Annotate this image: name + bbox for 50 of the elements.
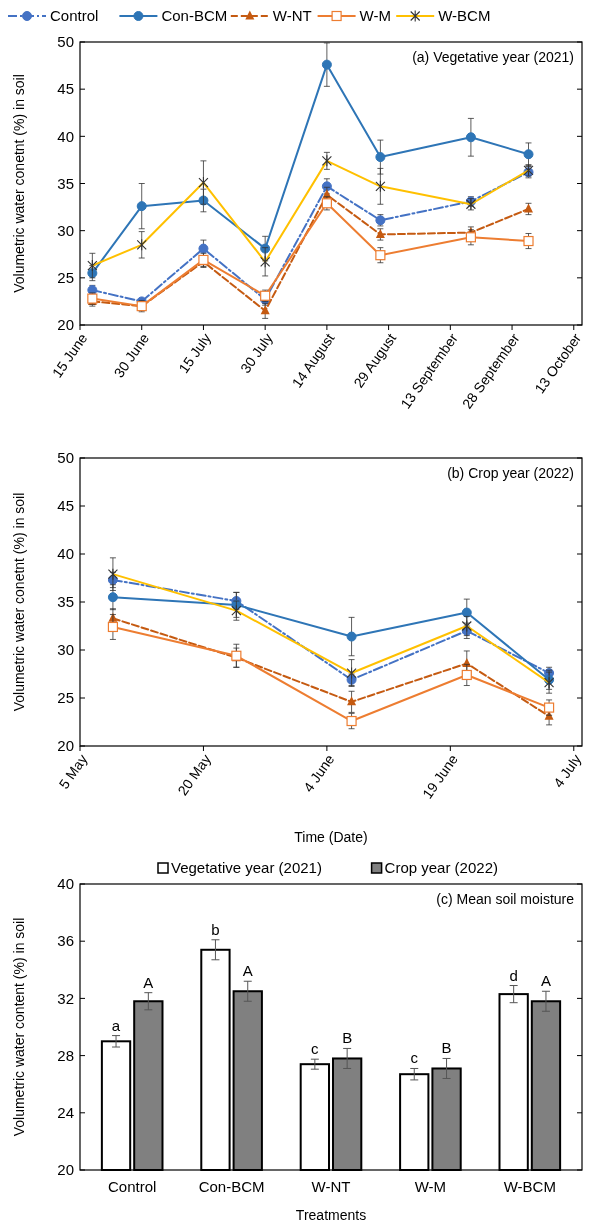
y-tick-label: 40 xyxy=(57,127,74,145)
y-tick-label: 32 xyxy=(57,989,74,1007)
text: (c) Mean soil moisture xyxy=(436,891,575,907)
y-tick-label: 20 xyxy=(57,316,74,334)
y-tick-label: 45 xyxy=(57,80,74,98)
x-tick-label: Control xyxy=(108,1178,157,1195)
x-tick-label: W-M xyxy=(414,1178,447,1195)
y-tick-label: 36 xyxy=(57,932,74,950)
y-tick-label: 30 xyxy=(57,641,74,659)
y-axis-title: Volumetric water conetnt (%) in soil xyxy=(11,74,27,293)
y-tick-label: 25 xyxy=(57,689,74,707)
y-tick-label: 35 xyxy=(57,593,74,611)
x-tick-label: Con-BCM xyxy=(198,1178,265,1195)
y-tick-label: 40 xyxy=(57,545,74,563)
x-tick-label: W-BCM xyxy=(503,1178,556,1195)
y-tick-label: 35 xyxy=(57,174,74,192)
annotation: A xyxy=(242,962,253,980)
annotation: B xyxy=(342,1029,353,1047)
annotation: b xyxy=(211,920,220,938)
y-tick-label: 28 xyxy=(57,1046,74,1064)
legend-label: Control xyxy=(50,7,99,25)
legend-label: Con-BCM xyxy=(161,7,228,25)
legend-label: Crop year (2022) xyxy=(384,859,498,877)
y-tick-label: 40 xyxy=(57,875,74,893)
annotation: a xyxy=(111,1016,121,1034)
x-tick-label: W-NT xyxy=(311,1178,351,1195)
x-axis-title: Time (Date) xyxy=(294,829,368,845)
annotation: c xyxy=(311,1040,320,1058)
y-tick-label: 50 xyxy=(57,33,74,51)
y-tick-label: 45 xyxy=(57,497,74,515)
y-tick-label: 30 xyxy=(57,221,74,239)
y-axis-title: Volumetric water content (%) in soil xyxy=(11,917,27,1137)
y-tick-label: 50 xyxy=(57,449,74,467)
text: (a) Vegetative year (2021) xyxy=(412,49,574,65)
annotation: A xyxy=(540,972,551,990)
annotation: c xyxy=(410,1049,419,1067)
y-axis-title: Volumetric water conetnt (%) in soil xyxy=(11,492,27,712)
annotation: d xyxy=(509,966,518,984)
y-tick-label: 20 xyxy=(57,737,74,755)
legend-label: Vegetative year (2021) xyxy=(171,859,322,877)
y-tick-label: 25 xyxy=(57,269,74,287)
y-tick-label: 24 xyxy=(57,1104,74,1122)
x-axis-title: Treatments xyxy=(295,1207,367,1223)
legend-label: W-BCM xyxy=(438,7,491,25)
legend-label: W-M xyxy=(359,7,391,25)
legend-label: W-NT xyxy=(272,7,312,25)
annotation: A xyxy=(143,973,154,991)
text: (b) Crop year (2022) xyxy=(447,465,574,481)
y-tick-label: 20 xyxy=(57,1161,74,1179)
annotation: B xyxy=(441,1039,452,1057)
